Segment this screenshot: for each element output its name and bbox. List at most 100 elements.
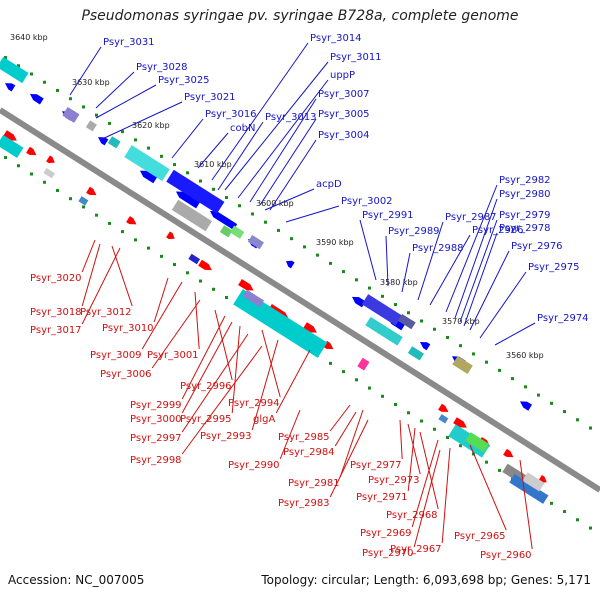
tick-dot [225,296,228,299]
tick-dot [420,319,423,323]
feature-block [242,289,265,308]
kbp-label: 3630 kbp [72,78,110,87]
feature-block [247,234,264,250]
feature-block [62,106,80,123]
leader-line [81,243,101,307]
gene-label-bottom: Psyr_2969 [360,528,412,539]
tick-dot [563,510,566,514]
leader-line [454,198,498,319]
gene-label-bottom: Psyr_2999 [130,400,182,411]
leader-line [334,411,357,447]
kbp-label: 3620 kbp [132,121,170,130]
leader-line [407,427,416,492]
gene-label-bottom: Psyr_3012 [80,307,132,318]
tick-dot [4,56,7,60]
kbp-label: 3570 kbp [442,317,480,326]
leader-line [251,339,279,431]
leader-line [81,247,121,325]
gene-label-top: Psyr_3016 [205,109,257,120]
backbone-line [0,107,600,493]
tick-dot [264,220,267,224]
leader-line [259,118,317,206]
leader-line [181,345,263,455]
leader-line [181,321,233,414]
kbp-label: 3580 kbp [380,278,418,287]
leader-line [194,291,200,350]
tick-dot [407,411,410,415]
gene-label-top: Psyr_2986 [472,225,524,236]
tick-dot [30,72,33,76]
tick-dot [134,138,137,142]
gene-label-top: Psyr_3014 [310,33,362,44]
gene-label-top: Psyr_3004 [318,130,370,141]
gene-label-top: Psyr_3007 [318,89,370,100]
tick-dot [186,271,189,275]
leader-line [181,333,249,433]
tick-dot [277,228,280,232]
feature-block [452,355,473,375]
leader-line [385,235,389,287]
tick-dot [381,294,384,298]
feature-block [465,432,490,453]
tick-dot [238,204,241,208]
leader-line [264,188,315,211]
tick-dot [433,427,436,431]
leader-line [95,84,157,119]
gene-label-bottom: Psyr_3010 [102,323,154,334]
leader-line [141,281,183,350]
map-title: Pseudomonas syringae pv. syringae B728a,… [81,8,519,24]
tick-dot [576,518,579,522]
gene-label-top: uppP [330,70,355,81]
gene-label-bottom: Psyr_3000 [130,414,182,425]
leader-line [463,232,498,327]
feature-block [124,145,170,182]
leader-line [441,447,451,544]
leader-line [279,409,301,460]
gene-label-top: Psyr_3011 [330,52,382,63]
tick-dot [95,213,98,217]
forward-gene-arrow [503,448,514,458]
tick-dot [485,460,488,464]
leader-line [413,449,441,548]
accession-text: Accession: NC_007005 [8,573,145,587]
tick-dot [446,435,449,439]
feature-block [229,225,245,239]
leader-line [99,101,183,141]
gene-label-top: Psyr_2982 [499,175,551,186]
leader-line [275,349,311,414]
tick-dot [30,172,33,176]
tick-dot [485,360,488,364]
tick-dot [17,64,20,68]
tick-dot [511,377,514,381]
tick-dot [121,230,124,234]
leader-line [211,42,309,181]
leader-line [269,139,317,211]
leader-line [445,184,498,313]
leader-line [329,419,369,498]
gene-label-bottom: Psyr_3006 [100,369,152,380]
tick-dot [459,344,462,348]
kbp-label: 3640 kbp [10,33,48,42]
forward-gene-arrow [126,216,137,225]
tick-dot [108,221,111,225]
leader-line [69,46,102,96]
topology-text: Topology: circular; Length: 6,093,698 bp… [261,573,591,587]
feature-block [522,472,545,492]
reverse-gene-arrow [210,211,238,231]
leader-line [519,459,533,550]
leader-line [359,219,377,281]
feature-block [397,313,416,330]
leader-line [469,444,507,531]
gene-label-bottom: Psyr_2995 [180,414,232,425]
feature-block [85,120,97,132]
tick-dot [459,444,462,448]
leader-line [224,61,329,191]
gene-labels: Psyr_3031 Psyr_3028 Psyr_3025 Psyr_3021 Psyr… [30,33,589,561]
tick-dot [368,286,371,290]
tick-dot [17,164,20,168]
gene-label-top: Psyr_3031 [103,37,155,48]
leader-line [407,423,421,475]
tick-dot [316,253,319,257]
gene-label-bottom: Psyr_3020 [30,273,82,284]
